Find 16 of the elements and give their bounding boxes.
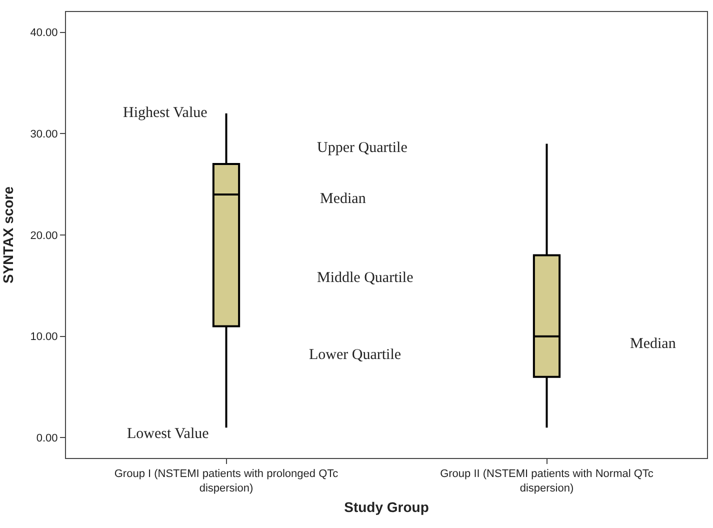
y-axis-title: SYNTAX score [0,186,16,284]
annotation: Median [320,191,366,207]
y-tick-label: 40.00 [30,27,58,40]
annotation: Median [630,336,676,352]
annotation: Middle Quartile [317,270,414,286]
annotation: Upper Quartile [317,140,408,156]
annotation: Lowest Value [127,426,210,442]
x-tick-label: Group II (NSTEMI patients with Normal QTc dispersion) [440,468,654,494]
y-tick-label: 20.00 [30,230,58,242]
x-axis-title: Study Group [344,498,429,515]
annotation: Highest Value [123,105,208,121]
annotation: Lower Quartile [309,347,402,363]
y-tick-label: 10.00 [30,331,58,344]
y-tick-label: 30.00 [30,128,58,140]
x-tick-label: Group I (NSTEMI patients with prolonged QTc dispersion) [114,468,339,494]
y-tick-label: 0.00 [36,432,58,445]
